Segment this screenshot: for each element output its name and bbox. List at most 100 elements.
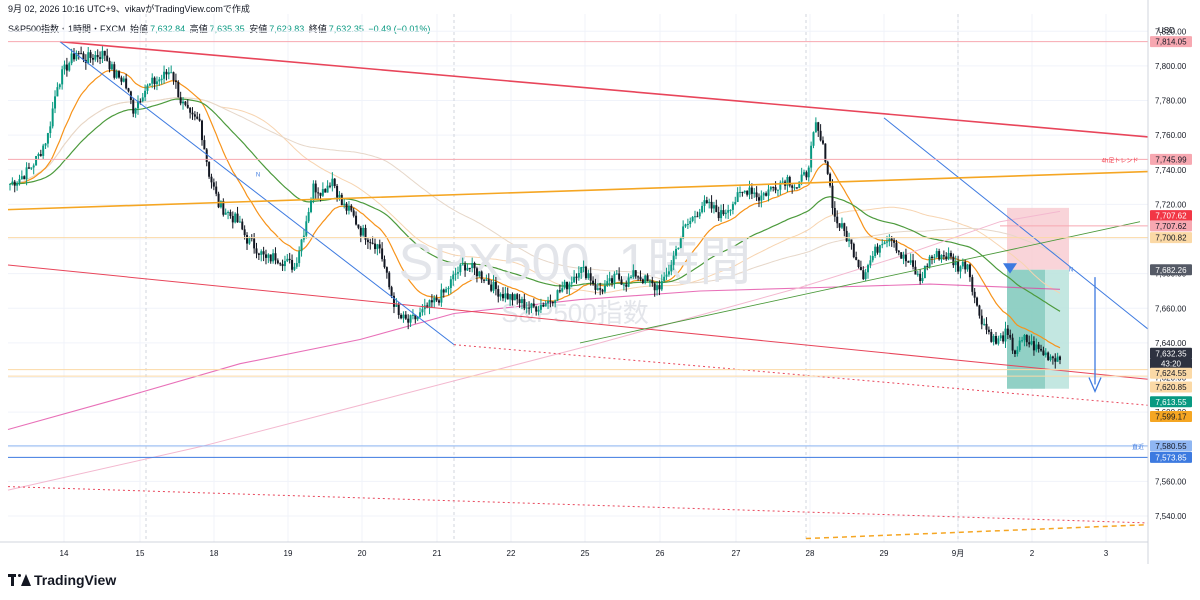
candle-body [46,133,49,144]
candle-body [255,248,258,254]
candle-body [1009,334,1012,338]
symbol-name[interactable]: S&P500指数・1時間・FXCM [8,24,126,34]
candle-body [378,244,381,249]
price-tag: 7,707.62 [1155,212,1187,221]
candle-body [433,297,436,303]
candle-body [611,278,614,283]
price-tag: 7,624.55 [1155,369,1187,378]
candle-body [935,251,938,257]
candle-body [25,167,28,180]
candle-body [864,272,867,280]
candle-body [992,335,995,342]
candle-body [134,108,137,114]
candle-body [942,255,945,257]
candle-body [838,223,841,228]
blue-channel-left [59,41,455,346]
candle-body [411,314,414,316]
candle-body [528,307,531,309]
candle-body [54,96,57,109]
candle-body [499,294,502,297]
candle-body [440,289,443,303]
candle-body [269,254,272,262]
candle-body [556,290,559,301]
candle-body [485,279,488,281]
candle-body [978,305,981,316]
candle-body [867,265,870,273]
candle-body [219,201,222,208]
candle-body [874,246,877,257]
annotation-label: N [256,172,260,178]
green-support [579,221,1141,344]
candle-body [1059,356,1061,360]
candle-body [995,335,998,344]
candle-body [1023,335,1026,341]
candle-body [525,307,528,309]
candle-body [715,205,718,213]
candle-body [1035,344,1038,351]
candle-body [1030,341,1033,345]
candle-body [672,255,675,265]
currency-label: USD [1158,26,1175,35]
candle-body [698,212,701,217]
candle-body [35,156,38,166]
candle-body [1011,337,1014,351]
candle-body [288,258,291,260]
candle-body [371,242,374,244]
price-tag-bg [1150,36,1192,48]
candle-body [648,280,651,282]
candle-body [56,87,59,97]
low-value: 7,629.83 [269,24,305,34]
candle-body [878,245,881,253]
candle-body [729,209,732,211]
candle-body [144,90,147,98]
channel-bottom [7,264,1149,380]
candle-body [148,83,151,86]
candle-body [530,303,533,309]
candle-body [997,338,1000,344]
watermark-main: SPX500, 1時間 [399,234,752,292]
high-value: 7,635.35 [209,24,245,34]
candle-body [675,249,678,256]
candle-body [651,280,654,284]
candle-body [843,223,846,231]
candle-body [736,192,739,202]
tradingview-logo[interactable]: TradingView [8,572,116,588]
candle-body [1049,356,1052,360]
candle-body [283,261,286,267]
price-tag-bg [1150,210,1192,222]
candle-body [1040,348,1043,351]
candle-body [264,254,267,258]
candle-body [999,335,1002,339]
candle-body [314,183,317,193]
candle-body [748,187,751,195]
candle-body [39,154,42,156]
candle-body [653,283,656,291]
candle-body [419,312,422,317]
price-tag-bg [1150,381,1192,393]
candle-body [679,238,682,248]
candle-body [392,295,395,307]
close-label: 終値 [308,24,327,34]
candle-body [172,72,175,81]
candle-body [765,193,768,196]
candle-body [812,132,815,146]
candle-body [656,285,659,291]
candle-body [461,264,464,266]
symbol-bar[interactable]: S&P500指数・1時間・FXCM 始値 7,632.84 高値 7,635.35 … [8,22,432,35]
candle-body [696,216,699,218]
candle-body [625,284,628,287]
candle-body [836,216,839,224]
candle-body [1051,356,1054,359]
candle-body [118,71,121,78]
candle-body [502,294,505,299]
candle-body [779,182,782,190]
candle-body [191,112,194,115]
candle-body [267,254,270,258]
candle-body [807,167,810,178]
candle-body [490,284,493,291]
candle-body [438,300,441,303]
annotation-label: 直近 [1132,443,1144,451]
candle-body [466,267,469,271]
candle-body [601,289,604,292]
